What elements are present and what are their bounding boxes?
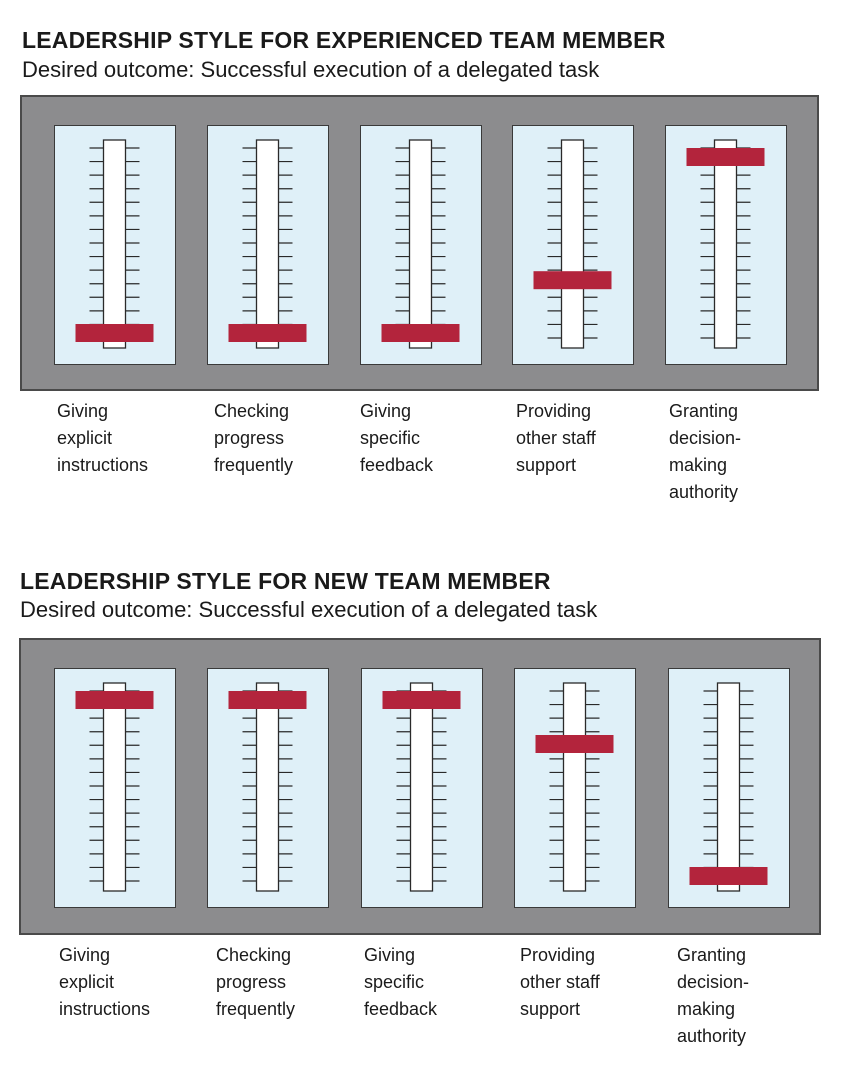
slider-track <box>713 139 738 349</box>
slider-track <box>255 139 280 349</box>
slider-label: Giving specific feedback <box>364 942 484 1023</box>
slider-label-line: other staff <box>520 972 600 992</box>
slider-card-explicit-instructions <box>54 668 176 908</box>
slider-panel <box>19 638 821 935</box>
slider-handle[interactable] <box>382 691 461 709</box>
slider-label-line: Providing <box>516 401 592 421</box>
slider-label-line: explicit <box>57 428 113 448</box>
slider-label: Giving explicit instructions <box>59 942 179 1023</box>
slider-label-line: support <box>520 999 581 1019</box>
slider-label: Checking progress frequently <box>216 942 336 1023</box>
slider-label-line: explicit <box>59 972 115 992</box>
slider-label-line: Checking <box>216 945 292 965</box>
slider-label-line: authority <box>669 482 739 502</box>
slider-panel <box>20 95 819 391</box>
slider-graphic <box>686 139 765 349</box>
slider-handle[interactable] <box>686 148 765 166</box>
slider-track <box>408 139 433 349</box>
slider-label-line: specific <box>364 972 425 992</box>
slider-card-decision-authority <box>665 125 787 365</box>
slider-handle[interactable] <box>689 867 768 885</box>
slider-label: Granting decision-making authority <box>677 942 797 1050</box>
slider-label: Providing other staff support <box>520 942 640 1023</box>
slider-label-line: decision- <box>677 972 750 992</box>
slider-label-line: Giving <box>364 945 416 965</box>
slider-track <box>562 682 587 892</box>
slider-label-line: progress <box>214 428 285 448</box>
section-title: LEADERSHIP STYLE FOR EXPERIENCED TEAM ME… <box>22 27 666 53</box>
slider-label-line: feedback <box>364 999 438 1019</box>
slider-label-line: specific <box>360 428 421 448</box>
slider-handle[interactable] <box>228 691 307 709</box>
section-subtitle: Desired outcome: Successful execution of… <box>22 57 600 82</box>
slider-label-line: support <box>516 455 577 475</box>
slider-graphic <box>228 682 307 892</box>
slider-graphic <box>533 139 612 349</box>
slider-card-specific-feedback <box>361 668 483 908</box>
slider-label-line: authority <box>677 1026 747 1046</box>
slider-graphic <box>228 139 307 349</box>
slider-handle[interactable] <box>533 271 612 290</box>
slider-graphic <box>382 682 461 892</box>
slider-card-specific-feedback <box>360 125 482 365</box>
slider-card-staff-support <box>514 668 636 908</box>
slider-label: Giving explicit instructions <box>57 398 177 479</box>
slider-label-line: Granting <box>669 401 739 421</box>
slider-label-line: frequently <box>214 455 294 475</box>
slider-card-explicit-instructions <box>54 125 176 365</box>
slider-label: Providing other staff support <box>516 398 636 479</box>
slider-track <box>102 682 127 892</box>
slider-label-line: making <box>669 455 728 475</box>
slider-label-line: decision- <box>669 428 742 448</box>
slider-graphic <box>535 682 614 892</box>
slider-handle[interactable] <box>75 691 154 709</box>
slider-label-line: instructions <box>57 455 149 475</box>
slider-track <box>255 682 280 892</box>
slider-track <box>409 682 434 892</box>
slider-label-line: frequently <box>216 999 296 1019</box>
slider-label-line: instructions <box>59 999 151 1019</box>
slider-graphic <box>689 682 768 892</box>
section-subtitle: Desired outcome: Successful execution of… <box>20 597 598 622</box>
slider-card-checking-progress <box>207 125 329 365</box>
slider-label-line: Giving <box>57 401 109 421</box>
slider-handle[interactable] <box>228 324 307 342</box>
slider-card-decision-authority <box>668 668 790 908</box>
slider-label-line: feedback <box>360 455 434 475</box>
slider-handle[interactable] <box>535 735 614 753</box>
slider-label-line: Checking <box>214 401 290 421</box>
slider-label: Granting decision-making authority <box>669 398 789 506</box>
slider-label: Checking progress frequently <box>214 398 334 479</box>
slider-card-staff-support <box>512 125 634 365</box>
slider-label-line: Giving <box>59 945 111 965</box>
slider-track <box>560 139 585 349</box>
slider-handle[interactable] <box>75 324 154 342</box>
slider-label-line: other staff <box>516 428 596 448</box>
slider-graphic <box>381 139 460 349</box>
slider-label-line: progress <box>216 972 287 992</box>
slider-label-line: Providing <box>520 945 596 965</box>
slider-graphic <box>75 139 154 349</box>
slider-card-checking-progress <box>207 668 329 908</box>
slider-label-line: Giving <box>360 401 412 421</box>
slider-label: Giving specific feedback <box>360 398 480 479</box>
slider-label-line: making <box>677 999 736 1019</box>
slider-graphic <box>75 682 154 892</box>
slider-track <box>102 139 127 349</box>
slider-track <box>716 682 741 892</box>
section-title: LEADERSHIP STYLE FOR NEW TEAM MEMBER <box>20 568 551 594</box>
slider-handle[interactable] <box>381 324 460 342</box>
slider-label-line: Granting <box>677 945 747 965</box>
